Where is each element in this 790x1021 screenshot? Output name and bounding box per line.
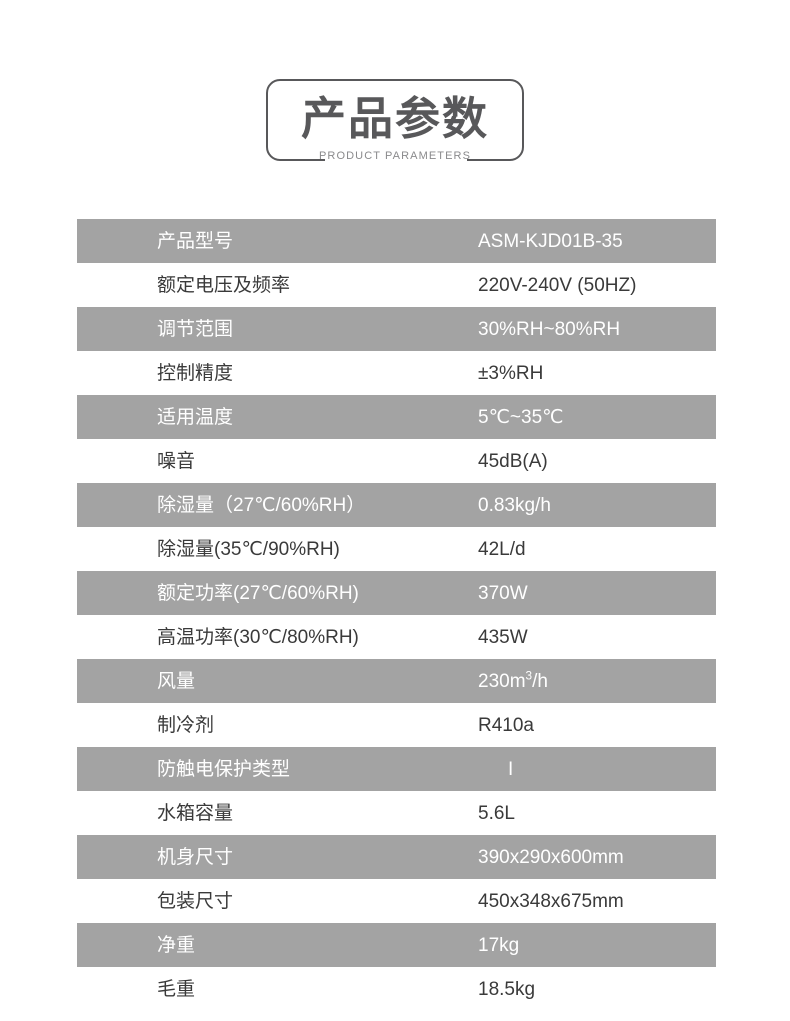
spec-value: 42L/d <box>478 538 526 560</box>
spec-label: 产品型号 <box>157 230 234 252</box>
spec-value: 370W <box>478 582 528 604</box>
table-row: 控制精度 ±3%RH <box>77 351 716 395</box>
table-row: 净重 17kg <box>77 923 716 967</box>
table-row: 调节范围 30%RH~80%RH <box>77 307 716 351</box>
spec-value: 390x290x600mm <box>478 846 624 868</box>
table-row: 噪音 45dB(A) <box>77 439 716 483</box>
table-row: 适用温度 5℃~35℃ <box>77 395 716 439</box>
spec-value: I <box>508 758 514 780</box>
table-row: 产品型号 ASM-KJD01B-35 <box>77 219 716 263</box>
spec-value: ±3%RH <box>478 362 544 384</box>
spec-value: 45dB(A) <box>478 450 548 472</box>
spec-value: 18.5kg <box>478 978 536 1000</box>
spec-label: 毛重 <box>157 978 196 1000</box>
table-row: 风量 230m3/h <box>77 659 716 703</box>
table-row: 毛重 18.5kg <box>77 967 716 1011</box>
spec-label: 防触电保护类型 <box>157 758 291 780</box>
spec-label: 除湿量（27℃/60%RH） <box>157 494 366 516</box>
spec-label: 包装尺寸 <box>157 890 234 912</box>
table-row: 高温功率(30℃/80%RH) 435W <box>77 615 716 659</box>
spec-label: 控制精度 <box>157 362 234 384</box>
spec-label: 机身尺寸 <box>157 846 234 868</box>
table-row: 额定功率(27℃/60%RH) 370W <box>77 571 716 615</box>
table-row: 机身尺寸 390x290x600mm <box>77 835 716 879</box>
table-row: 除湿量（27℃/60%RH） 0.83kg/h <box>77 483 716 527</box>
spec-label: 净重 <box>157 934 196 956</box>
spec-value: 450x348x675mm <box>478 890 624 912</box>
spec-value: 5.6L <box>478 802 515 824</box>
spec-value: R410a <box>478 714 534 736</box>
table-row: 制冷剂 R410a <box>77 703 716 747</box>
title-border-gap <box>325 153 467 165</box>
page-title: 产品参数 <box>300 92 489 144</box>
table-row: 包装尺寸 450x348x675mm <box>77 879 716 923</box>
spec-value: 30%RH~80%RH <box>478 318 621 340</box>
spec-label: 水箱容量 <box>157 802 234 824</box>
spec-value: 0.83kg/h <box>478 494 551 516</box>
spec-value: 435W <box>478 626 528 648</box>
table-row: 水箱容量 5.6L <box>77 791 716 835</box>
spec-label: 除湿量(35℃/90%RH) <box>157 538 340 560</box>
table-row: 额定电压及频率 220V-240V (50HZ) <box>77 263 716 307</box>
spec-label: 高温功率(30℃/80%RH) <box>157 626 359 648</box>
spec-label: 额定电压及频率 <box>157 274 291 296</box>
spec-label: 风量 <box>157 670 196 692</box>
spec-value: 5℃~35℃ <box>478 406 564 428</box>
spec-table: 产品型号 ASM-KJD01B-35 额定电压及频率 220V-240V (50HZ)… <box>77 219 716 1011</box>
spec-label: 额定功率(27℃/60%RH) <box>157 582 359 604</box>
table-row: 防触电保护类型 I <box>77 747 716 791</box>
spec-value: 17kg <box>478 934 520 956</box>
spec-value: 220V-240V (50HZ) <box>478 274 637 296</box>
spec-label: 适用温度 <box>157 406 234 428</box>
spec-value: 230m3/h <box>478 669 548 692</box>
page-subtitle: PRODUCT PARAMETERS <box>318 150 472 162</box>
table-row: 除湿量(35℃/90%RH) 42L/d <box>77 527 716 571</box>
page-header: 产品参数 PRODUCT PARAMETERS <box>0 0 790 200</box>
spec-label: 制冷剂 <box>157 714 215 736</box>
spec-label: 噪音 <box>157 450 196 472</box>
spec-value: ASM-KJD01B-35 <box>478 230 623 252</box>
spec-label: 调节范围 <box>157 318 234 340</box>
